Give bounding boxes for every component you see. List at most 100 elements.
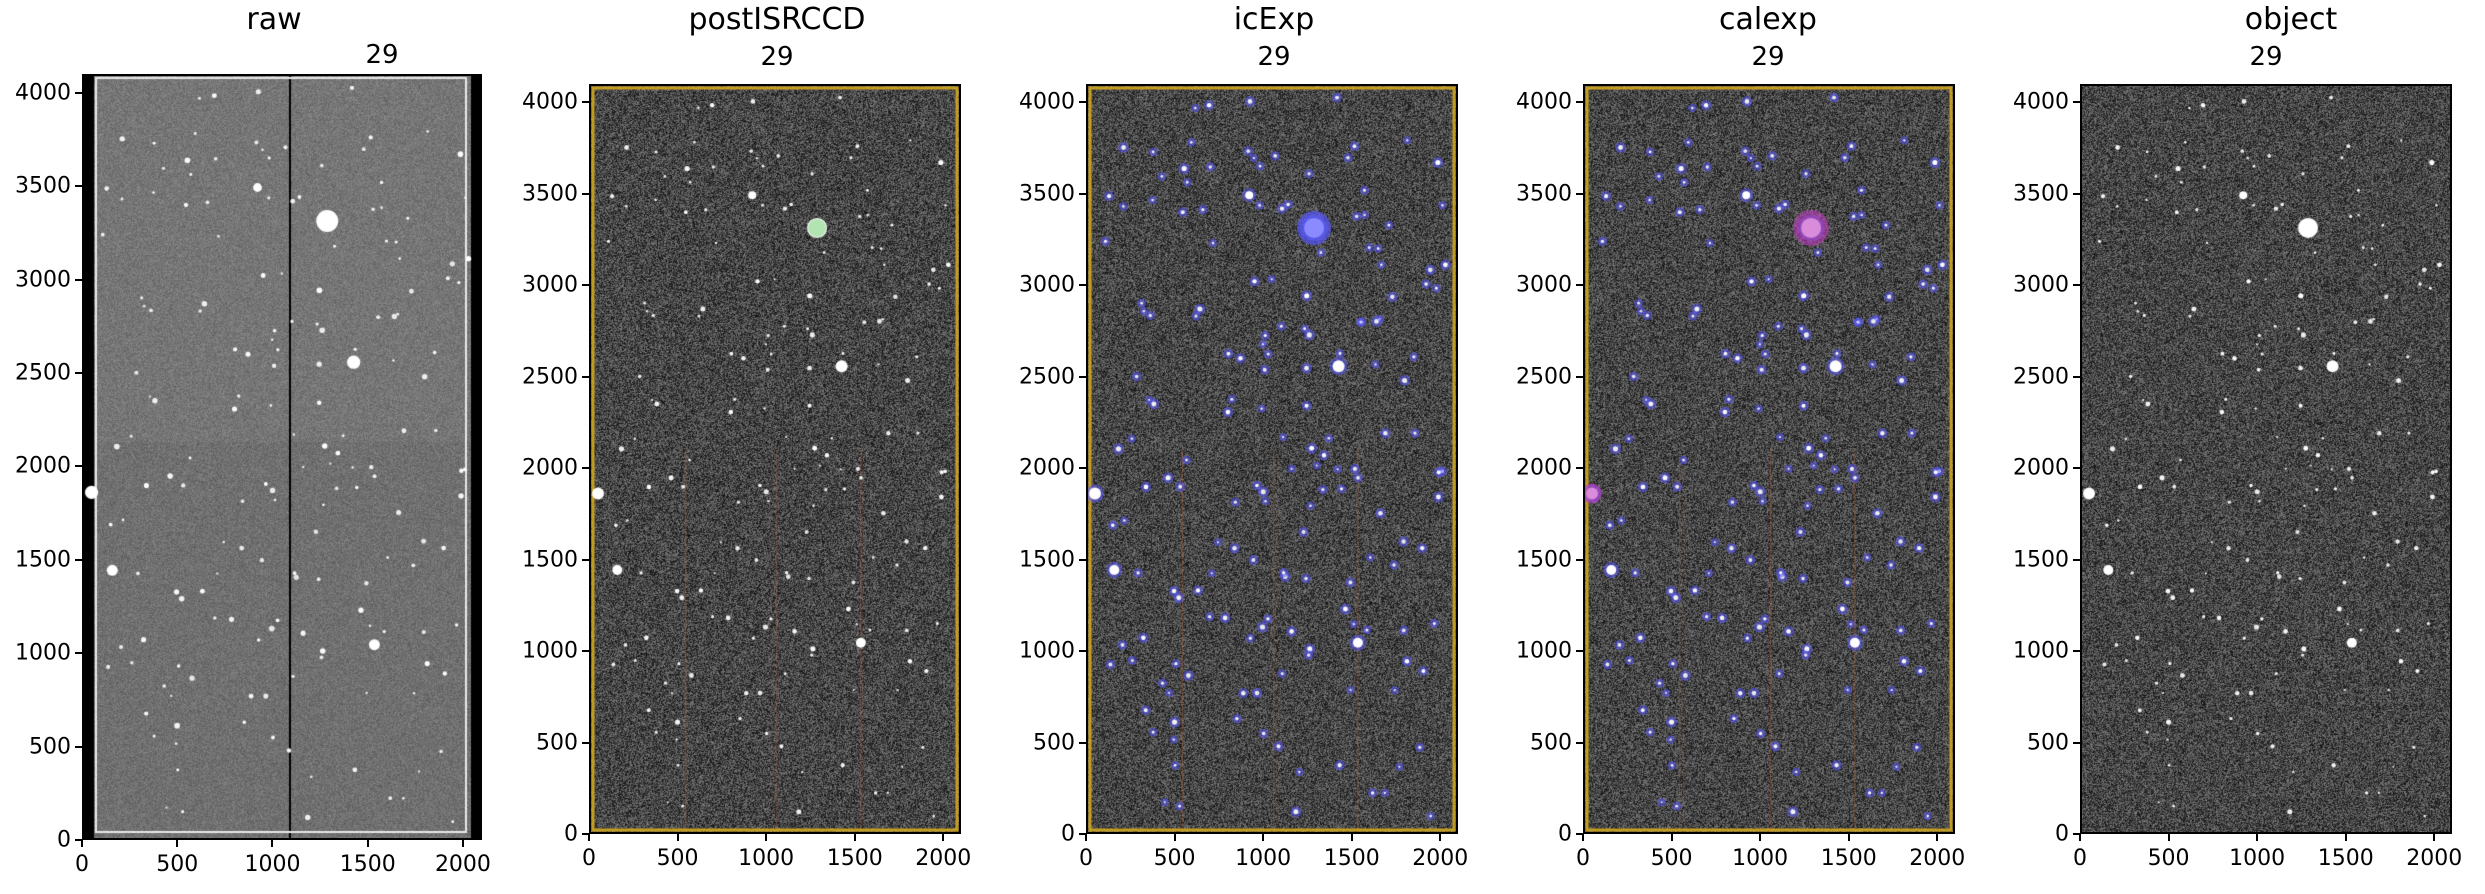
- panel-postisrccd-ytick-mark: [582, 741, 589, 744]
- panel-postisrccd-xtick-label: 0: [582, 846, 596, 871]
- panel-postisrccd-xtick-mark: [942, 834, 945, 841]
- panel-object-xtick-label: 0: [2073, 846, 2087, 871]
- panel-postisrccd-detector-label: 29: [760, 42, 794, 72]
- panel-icexp-xtick-label: 1000: [1235, 846, 1292, 871]
- panel-postisrccd-xtick-mark: [676, 834, 679, 841]
- panel-object-ytick-label: 2500: [2013, 364, 2069, 390]
- panel-object-ytick-mark: [2073, 192, 2080, 195]
- panel-raw-ytick-label: 1000: [15, 640, 71, 666]
- panel-object-xtick-label: 1500: [2317, 846, 2374, 871]
- panel-calexp-ytick-mark: [1576, 375, 1583, 378]
- panel-object-xtick-mark: [2344, 834, 2347, 841]
- panel-calexp-ytick-mark: [1576, 467, 1583, 470]
- panel-icexp-xtick-mark: [1350, 834, 1353, 841]
- panel-icexp-ytick-mark: [1079, 650, 1086, 653]
- panel-raw-xtick-mark: [176, 840, 179, 847]
- panel-raw-ytick-mark: [75, 558, 82, 561]
- panel-calexp-image: [1583, 84, 1955, 834]
- panel-icexp-image: [1086, 84, 1458, 834]
- panel-postisrccd-xtick-mark: [588, 834, 590, 841]
- panel-calexp-ytick-mark: [1576, 650, 1583, 653]
- panel-object-xtick-mark: [2433, 834, 2436, 841]
- panel-calexp-xtick-label: 1000: [1732, 846, 1789, 871]
- panel-calexp-ytick-mark: [1576, 833, 1583, 835]
- panel-raw-ytick-label: 2000: [15, 453, 71, 479]
- panel-icexp-xtick-mark: [1173, 834, 1176, 841]
- panel-calexp-detector-label: 29: [1751, 42, 1785, 72]
- panel-object-ytick-mark: [2073, 741, 2080, 744]
- panel-raw-xtick-mark: [271, 840, 274, 847]
- panel-raw-ytick-mark: [75, 839, 82, 841]
- panel-raw-image: [82, 74, 482, 840]
- panel-raw-ytick-label: 0: [57, 827, 71, 853]
- panel-icexp-ytick-mark: [1079, 833, 1086, 835]
- panel-postisrccd-ytick-label: 1000: [522, 638, 578, 664]
- panel-object-ytick-mark: [2073, 650, 2080, 653]
- panel-object-xtick-mark: [2256, 834, 2259, 841]
- panel-object-ytick-mark: [2073, 467, 2080, 470]
- panel-icexp-ytick-mark: [1079, 467, 1086, 470]
- panel-calexp-xtick-mark: [1847, 834, 1850, 841]
- panel-raw-ytick-mark: [75, 745, 82, 748]
- panel-icexp-ytick-mark: [1079, 558, 1086, 561]
- panel-calexp-xtick-label: 1500: [1820, 846, 1877, 871]
- panel-postisrccd-xtick-label: 2000: [915, 846, 972, 871]
- panel-icexp-ytick-mark: [1079, 192, 1086, 195]
- panel-raw-ytick-mark: [75, 465, 82, 468]
- panel-calexp-xtick-mark: [1936, 834, 1939, 841]
- panel-icexp-ytick-label: 1500: [1019, 547, 1075, 573]
- panel-raw-ytick-mark: [75, 652, 82, 655]
- panel-calexp-xtick-mark: [1670, 834, 1673, 841]
- panel-calexp-ytick-label: 1500: [1516, 547, 1572, 573]
- panel-icexp-xtick-label: 500: [1153, 846, 1196, 871]
- panel-postisrccd-xtick-label: 500: [656, 846, 699, 871]
- panel-icexp-ytick-mark: [1079, 284, 1086, 287]
- panel-raw-xtick-label: 2000: [434, 852, 491, 877]
- panel-calexp-xtick-label: 500: [1650, 846, 1693, 871]
- panel-object-image: [2080, 84, 2452, 834]
- panel-object-detector-label: 29: [2249, 42, 2283, 72]
- panel-raw-title: raw: [246, 2, 302, 37]
- panel-postisrccd-ytick-mark: [582, 558, 589, 561]
- panel-calexp-title: calexp: [1719, 2, 1817, 37]
- panel-icexp-ytick-mark: [1079, 101, 1086, 104]
- panel-postisrccd-xtick-mark: [765, 834, 768, 841]
- panel-postisrccd-ytick-label: 2500: [522, 364, 578, 390]
- panel-raw-xtick-label: 500: [156, 852, 199, 877]
- panel-postisrccd-ytick-label: 3000: [522, 272, 578, 298]
- panel-raw-xtick-mark: [366, 840, 369, 847]
- panel-calexp-ytick-mark: [1576, 192, 1583, 195]
- panel-calexp-ytick-mark: [1576, 741, 1583, 744]
- panel-raw-xtick-label: 1000: [244, 852, 301, 877]
- panel-icexp-detector-label: 29: [1257, 42, 1291, 72]
- panel-postisrccd-ytick-label: 0: [564, 821, 578, 847]
- panel-postisrccd-ytick-mark: [582, 375, 589, 378]
- panel-icexp-xtick-label: 1500: [1323, 846, 1380, 871]
- panel-raw-ytick-label: 3000: [15, 267, 71, 292]
- panel-postisrccd-ytick-mark: [582, 650, 589, 653]
- panel-raw-ytick-label: 3500: [15, 173, 71, 199]
- panel-object-title: object: [2244, 2, 2338, 37]
- panel-icexp-ytick-label: 2000: [1019, 455, 1075, 481]
- panel-calexp-ytick-label: 2000: [1516, 455, 1572, 481]
- panel-calexp-ytick-mark: [1576, 558, 1583, 561]
- panel-postisrccd-xtick-label: 1500: [826, 846, 883, 871]
- panel-object-ytick-label: 1500: [2013, 547, 2069, 573]
- panel-postisrccd-xtick-label: 1000: [738, 846, 795, 871]
- panel-raw-ytick-label: 4000: [15, 80, 71, 106]
- panel-postisrccd-ytick-label: 3500: [522, 181, 578, 207]
- panel-postisrccd-ytick-label: 500: [536, 730, 578, 756]
- panel-calexp-ytick-label: 4000: [1516, 89, 1572, 115]
- panel-postisrccd-ytick-mark: [582, 192, 589, 195]
- panel-object-ytick-mark: [2073, 833, 2080, 835]
- panel-raw-ytick-mark: [75, 185, 82, 188]
- panel-postisrccd-xtick-mark: [853, 834, 856, 841]
- panel-calexp-xtick-label: 0: [1576, 846, 1590, 871]
- panel-raw-xtick-mark: [461, 840, 464, 847]
- panel-icexp-ytick-label: 2500: [1019, 364, 1075, 390]
- panel-raw-xtick-mark: [81, 840, 83, 847]
- panel-icexp-ytick-mark: [1079, 375, 1086, 378]
- panel-object-xtick-label: 2000: [2406, 846, 2463, 871]
- panel-calexp-ytick-label: 3500: [1516, 181, 1572, 207]
